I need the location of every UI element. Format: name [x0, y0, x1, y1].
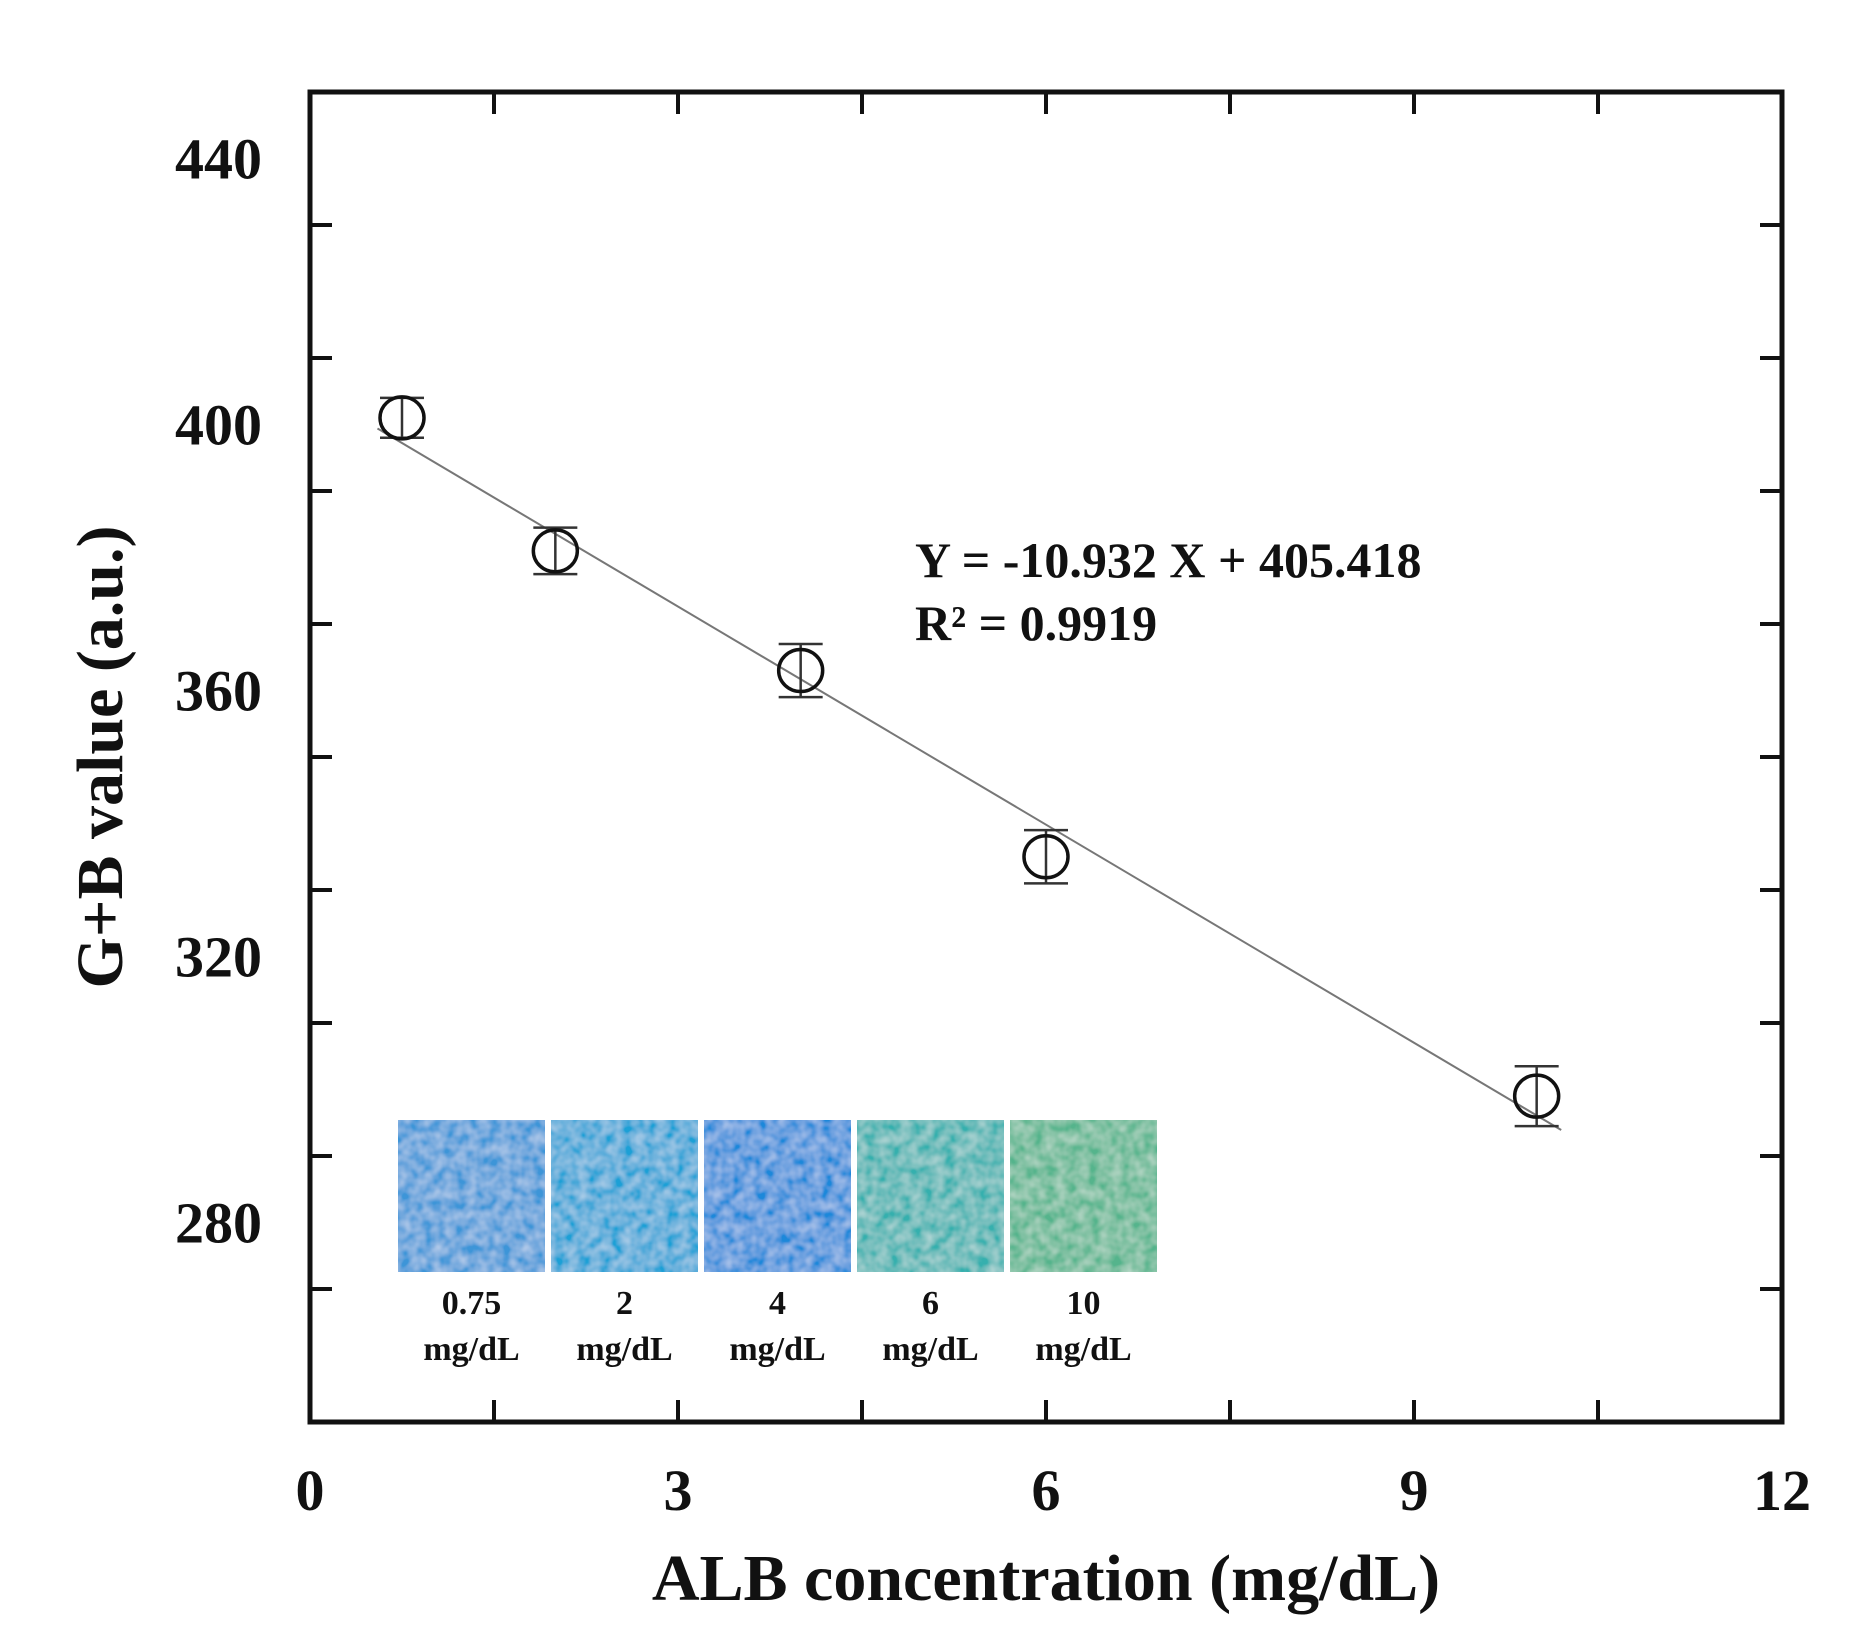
- plot-frame: [307, 89, 1785, 1425]
- swatch-value-label: 10: [1067, 1285, 1101, 1322]
- fit-r-squared: R² = 0.9919: [915, 595, 1157, 651]
- color-swatch: [704, 1120, 851, 1272]
- swatch-value-label: 6: [922, 1285, 939, 1322]
- x-tick-label: 9: [1400, 1458, 1429, 1523]
- data-point: [378, 395, 426, 441]
- swatch-unit-label: mg/dL: [1035, 1331, 1131, 1368]
- swatch-unit-label: mg/dL: [576, 1331, 672, 1368]
- color-swatch: [1010, 1120, 1157, 1272]
- data-point: [1022, 834, 1070, 880]
- fit-equation: Y = -10.932 X + 405.418: [915, 532, 1422, 588]
- x-tick-label: 0: [296, 1458, 325, 1523]
- color-swatch: [398, 1120, 545, 1272]
- data-point: [531, 528, 580, 574]
- x-axis-title: ALB concentration (mg/dL): [652, 1542, 1440, 1615]
- color-swatch: [551, 1120, 698, 1272]
- swatch-value-label: 0.75: [442, 1285, 502, 1322]
- y-tick-label: 320: [175, 925, 262, 990]
- y-axis-title: G+B value (a.u.): [64, 526, 137, 989]
- swatch-unit-label: mg/dL: [423, 1331, 519, 1368]
- x-tick-label: 6: [1032, 1458, 1061, 1523]
- y-tick-label: 360: [175, 659, 262, 724]
- x-tick-label: 12: [1753, 1458, 1811, 1523]
- color-swatch: [857, 1120, 1004, 1272]
- swatch-value-label: 4: [769, 1285, 786, 1322]
- x-tick-label: 3: [664, 1458, 693, 1523]
- swatch-value-label: 2: [616, 1285, 633, 1322]
- swatch-unit-label: mg/dL: [729, 1331, 825, 1368]
- y-tick-label: 280: [175, 1191, 262, 1256]
- y-tick-label: 400: [175, 393, 262, 458]
- y-tick-label: 440: [175, 127, 262, 192]
- data-point: [1512, 1073, 1561, 1119]
- data-point: [776, 647, 825, 694]
- swatch-unit-label: mg/dL: [882, 1331, 978, 1368]
- fit-line: [376, 427, 1562, 1131]
